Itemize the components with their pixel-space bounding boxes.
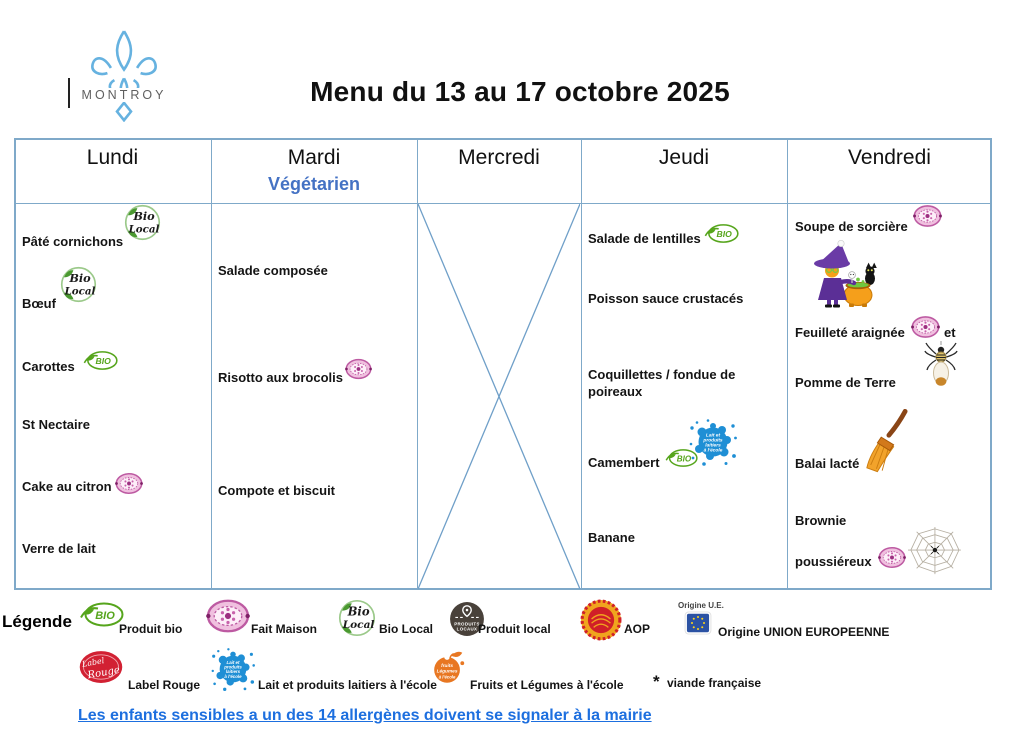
menu-item: Coquillettes / fondue de poireaux (588, 367, 736, 399)
svg-text:LOCAUX: LOCAUX (457, 627, 478, 632)
menu-item: Balai lacté (795, 456, 860, 471)
fait-maison-icon (115, 473, 143, 494)
day-header-tuesday: Mardi (287, 146, 341, 169)
witch-cauldron-image (814, 240, 877, 308)
day-header-wednesday: Mercredi (458, 146, 540, 169)
menu-item: Salade de lentilles (588, 231, 701, 246)
fait-maison-icon (878, 547, 906, 568)
day-header-friday: Vendredi (848, 146, 931, 169)
menu-item: Compote et biscuit (218, 483, 336, 498)
eu-flag-caption: Origine U.E. (678, 601, 724, 610)
lait-ecole-icon (689, 419, 737, 466)
menu-item: Bœuf (22, 296, 56, 311)
menu-table (14, 138, 992, 590)
legend-label-lait: Lait et produits laitiers à l'école (258, 678, 437, 692)
menu-item-conjunction: et (944, 325, 956, 340)
page-title: Menu du 13 au 17 octobre 2025 (310, 76, 730, 107)
fruits-legumes-icon: fruits Légumes à l'école (434, 651, 465, 683)
cursor-mark (68, 78, 70, 108)
eu-flag-icon (684, 611, 712, 635)
bio-icon (80, 602, 124, 627)
legend-label-label-rouge: Label Rouge (128, 678, 201, 692)
menu-item: Camembert (588, 455, 660, 470)
legend-label-produit-bio: Produit bio (119, 622, 183, 636)
fait-maison-icon (913, 205, 942, 227)
day-header-monday: Lundi (86, 146, 139, 169)
day-header-tuesday-subtitle: Végétarien (267, 174, 361, 194)
menu-item: poussiéreux (795, 554, 872, 569)
legend-label-viande: viande française (667, 676, 762, 690)
svg-text:à l'école: à l'école (439, 674, 456, 679)
fait-maison-icon (345, 358, 372, 380)
svg-text:PRODUITS: PRODUITS (454, 621, 479, 626)
bio-icon (83, 351, 118, 370)
menu-item: Banane (588, 530, 635, 545)
menu-item: Carottes (22, 359, 75, 374)
menu-item: Cake au citron (22, 479, 112, 494)
allergy-notice-link[interactable]: Les enfants sensibles a un des 14 allerg… (78, 707, 652, 724)
legend-label-fruits: Fruits et Légumes à l'école (470, 678, 624, 692)
label-rouge-icon: Label Rouge (79, 651, 123, 683)
legend-label-bio-local: Bio Local (379, 622, 434, 636)
svg-text:Légumes: Légumes (437, 669, 458, 675)
spider-image (924, 341, 958, 386)
legend-label-aop: AOP (624, 622, 651, 636)
bio-icon (704, 224, 739, 243)
bio-local-icon (338, 599, 376, 637)
aop-icon (580, 599, 622, 641)
lait-ecole-icon (211, 648, 255, 691)
menu-item: Pomme de Terre (795, 375, 896, 390)
wednesday-cross-mark (418, 204, 580, 589)
fleur-de-lis-logo (91, 30, 157, 122)
svg-text:Label: Label (80, 656, 105, 669)
legend-heading: Légende (2, 612, 72, 631)
produit-local-icon: PRODUITS LOCAUX (450, 602, 484, 636)
menu-item: Soupe de sorcière (795, 219, 908, 234)
bio-local-icon (60, 266, 97, 303)
menu-item: Poisson sauce crustacés (588, 291, 744, 306)
day-header-thursday: Jeudi (658, 146, 710, 169)
bio-local-icon (124, 204, 161, 241)
legend-label-origine-ue: Origine UNION EUROPEENNE (718, 625, 890, 639)
menu-item: Brownie (795, 513, 847, 528)
legend-label-produit-local: Produit local (478, 622, 551, 636)
menu-item: Pâté cornichons (22, 234, 124, 249)
fait-maison-icon (911, 316, 940, 338)
menu-item: Salade composée (218, 263, 328, 278)
svg-text:fruits: fruits (441, 663, 453, 669)
broom-image (866, 408, 908, 473)
fait-maison-icon (206, 599, 250, 633)
spider-web-image (908, 526, 961, 575)
menu-item: Feuilleté araignée (795, 325, 905, 340)
viande-asterisk: * (653, 672, 660, 691)
brand-name: MONTROY (80, 88, 168, 102)
legend-label-fait-maison: Fait Maison (251, 622, 318, 636)
menu-item: St Nectaire (22, 417, 90, 432)
menu-item: Verre de lait (22, 541, 96, 556)
menu-item: Risotto aux brocolis (218, 370, 343, 385)
